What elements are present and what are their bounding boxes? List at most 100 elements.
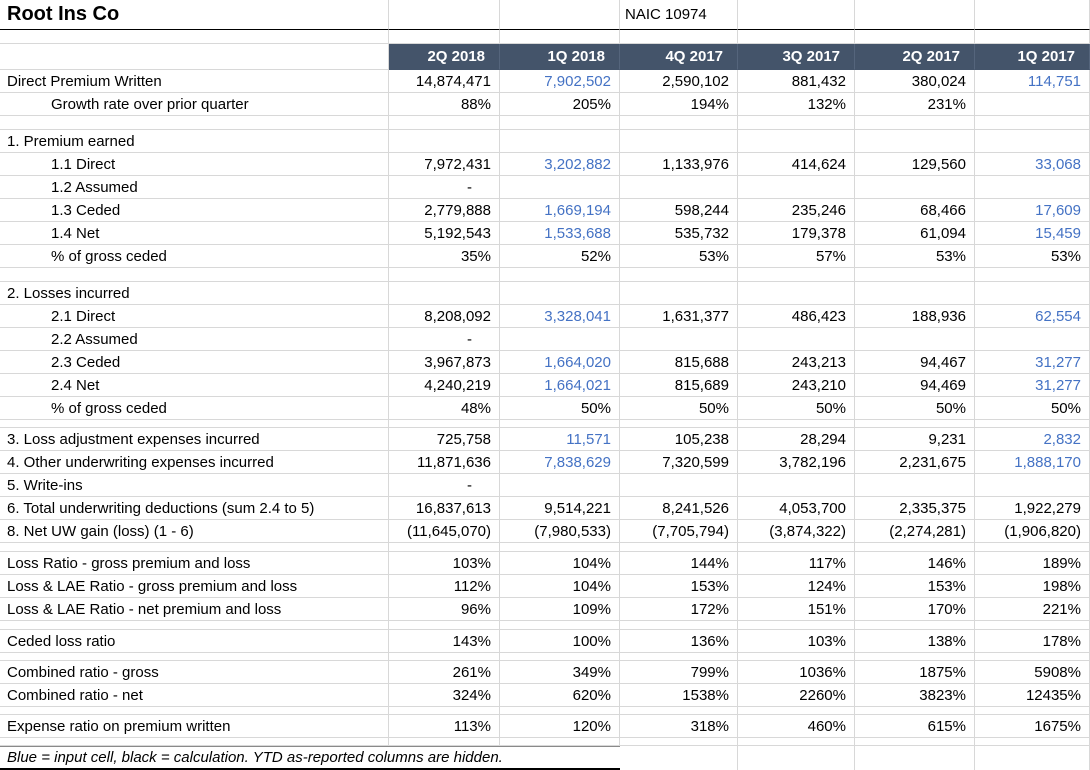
table-cell[interactable]: 1,888,170 (975, 451, 1090, 474)
table-cell[interactable]: 100% (500, 630, 620, 653)
table-cell[interactable]: (11,645,070) (389, 520, 500, 543)
table-cell[interactable]: 17,609 (975, 199, 1090, 222)
table-cell[interactable] (500, 130, 620, 153)
table-cell[interactable] (500, 282, 620, 305)
row-label[interactable]: Growth rate over prior quarter (0, 93, 389, 116)
table-cell[interactable]: 243,213 (738, 351, 855, 374)
table-cell[interactable]: 50% (620, 397, 738, 420)
table-cell[interactable]: 8,241,526 (620, 497, 738, 520)
table-cell[interactable]: 104% (500, 552, 620, 575)
page-title[interactable]: Root Ins Co (0, 0, 389, 30)
row-label[interactable]: % of gross ceded (0, 397, 389, 420)
table-cell[interactable]: 138% (855, 630, 975, 653)
table-cell[interactable]: 235,246 (738, 199, 855, 222)
table-cell[interactable]: 151% (738, 598, 855, 621)
table-cell[interactable] (738, 282, 855, 305)
table-cell[interactable]: 68,466 (855, 199, 975, 222)
row-label[interactable]: 3. Loss adjustment expenses incurred (0, 428, 389, 451)
table-cell[interactable]: 231% (855, 93, 975, 116)
row-label[interactable]: 1. Premium earned (0, 130, 389, 153)
row-label[interactable]: 1.3 Ceded (0, 199, 389, 222)
table-cell[interactable]: 12435% (975, 684, 1090, 707)
row-label[interactable]: Loss & LAE Ratio - net premium and loss (0, 598, 389, 621)
column-header[interactable]: 2Q 2018 (389, 44, 500, 70)
empty-cell[interactable] (389, 0, 500, 30)
table-cell[interactable]: - (389, 328, 500, 351)
row-label[interactable]: Loss & LAE Ratio - gross premium and los… (0, 575, 389, 598)
empty-cell[interactable] (738, 0, 855, 30)
table-cell[interactable]: 57% (738, 245, 855, 268)
table-cell[interactable]: 349% (500, 661, 620, 684)
row-label[interactable]: 2.3 Ceded (0, 351, 389, 374)
table-cell[interactable]: 94,467 (855, 351, 975, 374)
table-cell[interactable]: 1538% (620, 684, 738, 707)
table-cell[interactable]: 109% (500, 598, 620, 621)
table-cell[interactable]: 3823% (855, 684, 975, 707)
table-cell[interactable]: 16,837,613 (389, 497, 500, 520)
table-cell[interactable]: 205% (500, 93, 620, 116)
table-cell[interactable]: 1,922,279 (975, 497, 1090, 520)
table-cell[interactable]: 1,133,976 (620, 153, 738, 176)
table-cell[interactable]: 324% (389, 684, 500, 707)
table-cell[interactable] (738, 474, 855, 497)
table-cell[interactable]: 414,624 (738, 153, 855, 176)
empty-cell[interactable] (975, 0, 1090, 30)
row-label[interactable]: 6. Total underwriting deductions (sum 2.… (0, 497, 389, 520)
table-cell[interactable]: 114,751 (975, 70, 1090, 93)
row-label[interactable]: Combined ratio - gross (0, 661, 389, 684)
table-cell[interactable]: 598,244 (620, 199, 738, 222)
table-cell[interactable]: 11,571 (500, 428, 620, 451)
table-cell[interactable] (620, 130, 738, 153)
table-cell[interactable]: 261% (389, 661, 500, 684)
table-cell[interactable]: 198% (975, 575, 1090, 598)
table-cell[interactable]: 136% (620, 630, 738, 653)
table-cell[interactable]: 1036% (738, 661, 855, 684)
table-cell[interactable]: 3,967,873 (389, 351, 500, 374)
table-cell[interactable]: 3,782,196 (738, 451, 855, 474)
column-header[interactable]: 4Q 2017 (620, 44, 738, 70)
table-cell[interactable]: (1,906,820) (975, 520, 1090, 543)
table-cell[interactable]: (7,705,794) (620, 520, 738, 543)
row-label[interactable]: 4. Other underwriting expenses incurred (0, 451, 389, 474)
table-cell[interactable] (389, 130, 500, 153)
table-cell[interactable]: 5,192,543 (389, 222, 500, 245)
table-cell[interactable]: 15,459 (975, 222, 1090, 245)
table-cell[interactable]: 194% (620, 93, 738, 116)
row-label[interactable]: % of gross ceded (0, 245, 389, 268)
table-cell[interactable]: 221% (975, 598, 1090, 621)
table-cell[interactable] (855, 130, 975, 153)
table-cell[interactable]: 144% (620, 552, 738, 575)
table-cell[interactable]: 1,664,021 (500, 374, 620, 397)
table-cell[interactable]: 2,335,375 (855, 497, 975, 520)
table-cell[interactable]: 2,832 (975, 428, 1090, 451)
table-cell[interactable]: 620% (500, 684, 620, 707)
table-cell[interactable] (975, 176, 1090, 199)
table-cell[interactable]: 7,902,502 (500, 70, 620, 93)
table-cell[interactable]: 153% (620, 575, 738, 598)
row-label[interactable]: 2.1 Direct (0, 305, 389, 328)
table-cell[interactable]: 94,469 (855, 374, 975, 397)
table-cell[interactable] (855, 282, 975, 305)
table-cell[interactable]: (7,980,533) (500, 520, 620, 543)
table-cell[interactable]: (2,274,281) (855, 520, 975, 543)
table-cell[interactable]: 52% (500, 245, 620, 268)
table-cell[interactable]: 243,210 (738, 374, 855, 397)
table-cell[interactable]: 62,554 (975, 305, 1090, 328)
empty-cell[interactable] (500, 0, 620, 30)
table-cell[interactable]: 170% (855, 598, 975, 621)
table-cell[interactable]: 112% (389, 575, 500, 598)
table-cell[interactable]: 178% (975, 630, 1090, 653)
table-cell[interactable]: 881,432 (738, 70, 855, 93)
empty-cell[interactable] (855, 0, 975, 30)
table-cell[interactable]: 31,277 (975, 374, 1090, 397)
table-cell[interactable]: 120% (500, 715, 620, 738)
row-label[interactable]: 1.4 Net (0, 222, 389, 245)
table-cell[interactable]: 50% (500, 397, 620, 420)
table-cell[interactable]: 14,874,471 (389, 70, 500, 93)
table-cell[interactable] (975, 130, 1090, 153)
table-cell[interactable]: 1875% (855, 661, 975, 684)
column-header[interactable]: 2Q 2017 (855, 44, 975, 70)
table-cell[interactable]: (3,874,322) (738, 520, 855, 543)
table-cell[interactable]: 104% (500, 575, 620, 598)
table-cell[interactable]: 815,688 (620, 351, 738, 374)
